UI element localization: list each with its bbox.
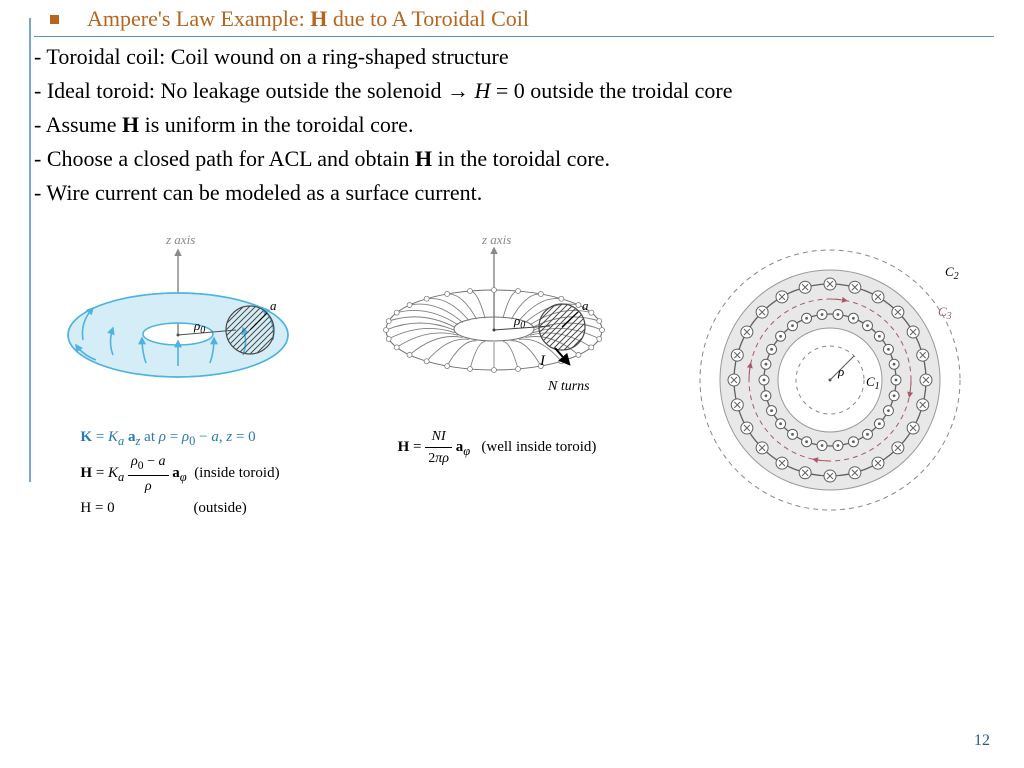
left-accent-bar [29,18,31,482]
fig1-eq-Hin: H = Ka ρ0 − aρ aφ (inside toroid) [80,451,279,496]
fig2-svg: z axis ρ0 a I N turns [354,230,634,420]
title-bullet-icon [50,15,59,24]
figure-3: ρ C1 C2 C3 [670,230,990,530]
fig3-svg: ρ C1 C2 C3 [670,230,990,530]
fig1-eq-Hout: H = 0 (outside) [80,497,279,520]
fig2-equations: H = NI2πρ aφ (well inside toroid) [398,426,597,469]
fig1-eq-K: K = Ka az at ρ = ρ0 − a, z = 0 [80,426,279,451]
bullet-1: - Toroidal coil: Coil wound on a ring-sh… [34,41,994,73]
page-number: 12 [974,732,990,750]
bullet-list: - Toroidal coil: Coil wound on a ring-sh… [34,41,994,208]
slide-title: Ampere's Law Example: H due to A Toroida… [34,4,994,32]
bullet-5: - Wire current can be modeled as a surfa… [34,177,994,209]
fig1-svg: z axis [38,230,318,420]
figure-2: z axis ρ0 a I N turns [354,230,634,469]
title-prefix: Ampere's Law Example: [87,6,310,31]
figure-1: z axis [38,230,318,519]
bullet-4: - Choose a closed path for ACL and obtai… [34,143,994,175]
slide-body: Ampere's Law Example: H due to A Toroida… [0,0,1024,530]
bullet-2: - Ideal toroid: No leakage outside the s… [34,75,994,107]
fig2-zlabel: z axis [481,232,511,247]
fig2-a: a [582,298,589,313]
fig3-c2: C2 [945,264,959,282]
title-bold: H [310,6,327,31]
figure-row: z axis [34,230,994,530]
title-underline [34,36,994,37]
fig3-rho: ρ [837,364,844,379]
fig1-a: a [270,298,277,313]
fig1-zlabel: z axis [165,232,195,247]
fig3-c3: C3 [938,304,952,322]
fig2-eq-H: H = NI2πρ aφ (well inside toroid) [398,426,597,469]
bullet-3: - Assume H is uniform in the toroidal co… [34,109,994,141]
fig2-I: I [539,353,546,369]
title-suffix: due to A Toroidal Coil [327,6,529,31]
fig2-N: N turns [547,379,590,394]
fig1-equations: K = Ka az at ρ = ρ0 − a, z = 0 H = Ka ρ0… [80,426,279,519]
